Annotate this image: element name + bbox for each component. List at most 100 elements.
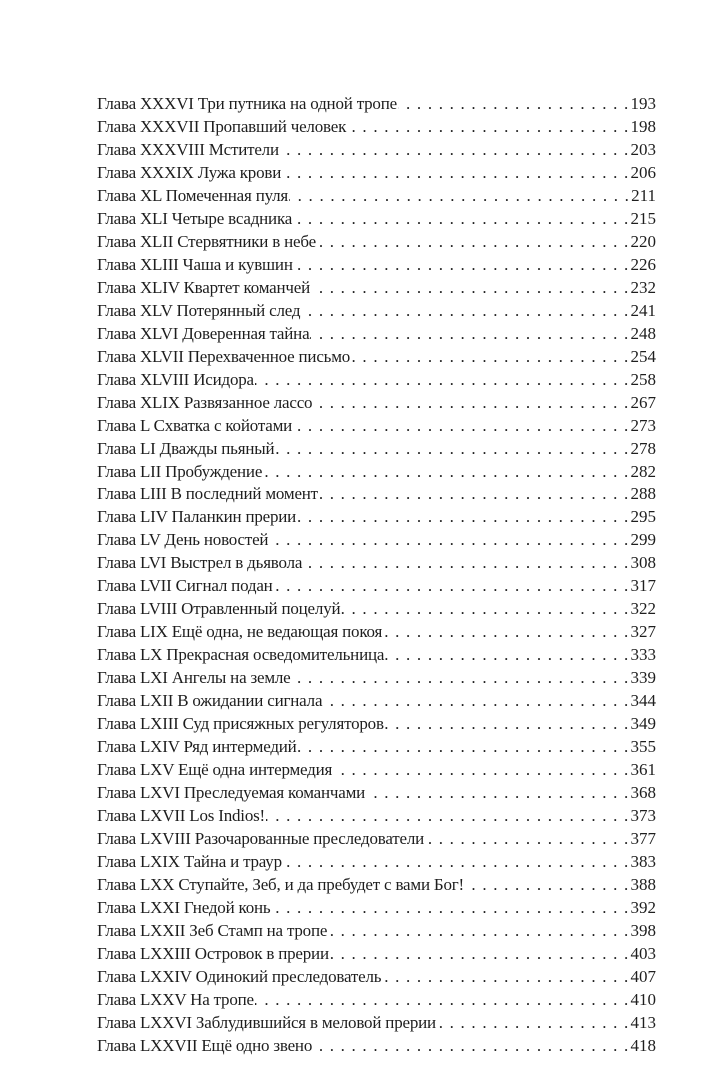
- page-number: 299: [630, 530, 657, 550]
- page-number: 403: [630, 943, 657, 963]
- toc-entry[interactable]: Глава XLVI Доверенная тайна.248: [97, 323, 656, 346]
- toc-entry[interactable]: Глава XLIX Развязанное лассо.267: [97, 392, 656, 415]
- dot-leader: .: [292, 667, 630, 690]
- chapter-title: Глава LIV Паланкин прерии: [97, 507, 297, 527]
- dot-leader: .: [280, 139, 630, 162]
- dot-leader: .: [398, 93, 630, 116]
- chapter-title: Глава XLV Потерянный след: [97, 300, 301, 320]
- toc-entry[interactable]: Глава LII Пробуждение.282: [97, 461, 656, 484]
- dot-leader: .: [283, 851, 630, 874]
- toc-entry[interactable]: Глава LXVII Los Indios!.373: [97, 805, 656, 828]
- chapter-title: Глава LXVI Преследуемая команчами: [97, 783, 366, 803]
- page-number: 418: [630, 1035, 657, 1055]
- chapter-title: Глава LXX Ступайте, Зеб, и да пребудет с…: [97, 874, 464, 894]
- dot-leader: .: [263, 461, 629, 484]
- page-number: 368: [630, 783, 657, 803]
- dot-leader: .: [313, 392, 629, 415]
- toc-entry[interactable]: Глава LXXVI Заблудившийся в меловой прер…: [97, 1012, 656, 1035]
- chapter-title: Глава XLIII Чаша и кувшин: [97, 254, 293, 274]
- page-number: 226: [630, 254, 657, 274]
- toc-entry[interactable]: Глава LXIII Суд присяжных регуляторов.34…: [97, 713, 656, 736]
- chapter-title: Глава XLVII Перехваченное письмо: [97, 346, 351, 366]
- toc-entry[interactable]: Глава LVII Сигнал подан.317: [97, 575, 656, 598]
- toc-entry[interactable]: Глава XLV Потерянный след.241: [97, 300, 656, 323]
- chapter-title: Глава XLIX Развязанное лассо: [97, 392, 313, 412]
- toc-entry[interactable]: Глава XLVII Перехваченное письмо.254: [97, 346, 656, 369]
- chapter-title: Глава LXII В ожидании сигнала: [97, 691, 323, 711]
- toc-entry[interactable]: Глава LV День новостей.299: [97, 529, 656, 552]
- page-number: 248: [630, 323, 657, 343]
- chapter-title: Глава XXXVII Пропавший человек: [97, 116, 347, 136]
- toc-entry[interactable]: Глава L Схватка с койотами.273: [97, 415, 656, 438]
- toc-entry[interactable]: Глава LXXV На тропе.410: [97, 989, 656, 1012]
- toc-entry[interactable]: Глава XLIV Квартет команчей.232: [97, 277, 656, 300]
- chapter-title: Глава LXVII Los Indios!: [97, 806, 265, 826]
- page-number: 220: [630, 231, 657, 251]
- toc-entry[interactable]: Глава LXXIII Островок в прерии.403: [97, 943, 656, 966]
- toc-entry[interactable]: Глава LIV Паланкин прерии.295: [97, 506, 656, 529]
- toc-entry[interactable]: Глава LXXVII Ещё одно звено.418: [97, 1035, 656, 1058]
- toc-entry[interactable]: Глава LXXI Гнедой конь.392: [97, 897, 656, 920]
- chapter-title: Глава LXXI Гнедой конь: [97, 897, 271, 917]
- toc-entry[interactable]: Глава LXV Ещё одна интермедия.361: [97, 759, 656, 782]
- toc-entry[interactable]: Глава XLI Четыре всадника.215: [97, 208, 656, 231]
- toc-entry[interactable]: Глава XL Помеченная пуля.211: [97, 185, 656, 208]
- chapter-title: Глава LXVIII Разочарованные преследовате…: [97, 829, 425, 848]
- page-number: 232: [630, 277, 657, 297]
- page-number: 198: [630, 116, 657, 136]
- chapter-title: Глава XXXVI Три путника на одной тропе: [97, 94, 397, 113]
- page-number: 317: [630, 576, 657, 596]
- toc-entry[interactable]: Глава LXVIII Разочарованные преследовате…: [97, 828, 656, 851]
- toc-entry[interactable]: Глава LXXII Зеб Стамп на тропе.398: [97, 920, 656, 943]
- toc-entry[interactable]: Глава LI Дважды пьяный.278: [97, 438, 656, 461]
- dot-leader: .: [293, 208, 629, 231]
- toc-entry[interactable]: Глава XLIII Чаша и кувшин.226: [97, 254, 656, 277]
- chapter-title: Глава LXXII Зеб Стамп на тропе: [97, 920, 328, 940]
- dot-leader: .: [382, 966, 629, 989]
- toc-entry[interactable]: Глава LVIII Отравленный поцелуй.322: [97, 598, 656, 621]
- dot-leader: .: [274, 575, 630, 598]
- page-number: 215: [630, 208, 657, 228]
- chapter-title: Глава XXXVIII Мстители: [97, 139, 279, 159]
- toc-entry[interactable]: Глава LIX Ещё одна, не ведающая покоя.32…: [97, 621, 656, 644]
- toc-entry[interactable]: Глава XXXVI Три путника на одной тропе.1…: [97, 93, 656, 116]
- dot-leader: .: [297, 506, 629, 529]
- page-number: 327: [630, 622, 657, 642]
- toc-entry[interactable]: Глава LXI Ангелы на земле.339: [97, 667, 656, 690]
- toc-entry[interactable]: Глава LXVI Преследуемая команчами.368: [97, 782, 656, 805]
- page-number: 349: [630, 714, 657, 734]
- dot-leader: .: [328, 920, 629, 943]
- toc-entry[interactable]: Глава LX Прекрасная осведомительница.333: [97, 644, 656, 667]
- toc-entry[interactable]: Глава LVI Выстрел в дьявола.308: [97, 552, 656, 575]
- toc-entry[interactable]: Глава LXII В ожидании сигнала.344: [97, 690, 656, 713]
- toc-entry[interactable]: Глава XLII Стервятники в небе.220: [97, 231, 656, 254]
- chapter-title: Глава LXXVII Ещё одно звено: [97, 1035, 313, 1055]
- dot-leader: .: [317, 231, 630, 254]
- page-number: 373: [630, 806, 657, 826]
- chapter-title: Глава LXIV Ряд интермедий: [97, 737, 297, 757]
- toc-entry[interactable]: Глава XLVIII Исидора.258: [97, 369, 656, 392]
- toc-entry[interactable]: Глава XXXIX Лужа крови.206: [97, 162, 656, 185]
- toc-entry[interactable]: Глава LIII В последний момент.288: [97, 483, 656, 506]
- page-number: 267: [630, 392, 657, 412]
- dot-leader: .: [298, 736, 630, 759]
- toc-entry[interactable]: Глава LXXIV Одинокий преследователь.407: [97, 966, 656, 989]
- toc-entry[interactable]: Глава XXXVIII Мстители.203: [97, 139, 656, 162]
- toc-entry[interactable]: Глава LXX Ступайте, Зеб, и да пребудет с…: [97, 874, 656, 897]
- page-number: 273: [630, 415, 657, 435]
- chapter-title: Глава LVI Выстрел в дьявола: [97, 553, 303, 573]
- chapter-title: Глава LXIII Суд присяжных регуляторов: [97, 714, 384, 734]
- chapter-title: Глава XLI Четыре всадника: [97, 208, 293, 228]
- dot-leader: .: [275, 438, 629, 461]
- page-number: 333: [630, 645, 657, 665]
- chapter-title: Глава XLII Стервятники в небе: [97, 231, 316, 251]
- dot-leader: .: [385, 644, 629, 667]
- page-number: 377: [630, 829, 657, 848]
- chapter-title: Глава LXV Ещё одна интермедия: [97, 760, 333, 780]
- toc-entry[interactable]: Глава LXIX Тайна и траур.383: [97, 851, 656, 874]
- dot-leader: .: [425, 828, 629, 851]
- dot-leader: .: [294, 254, 630, 277]
- toc-entry[interactable]: Глава LXIV Ряд интермедий.355: [97, 736, 656, 759]
- dot-leader: .: [347, 116, 629, 139]
- toc-entry[interactable]: Глава XXXVII Пропавший человек.198: [97, 116, 656, 139]
